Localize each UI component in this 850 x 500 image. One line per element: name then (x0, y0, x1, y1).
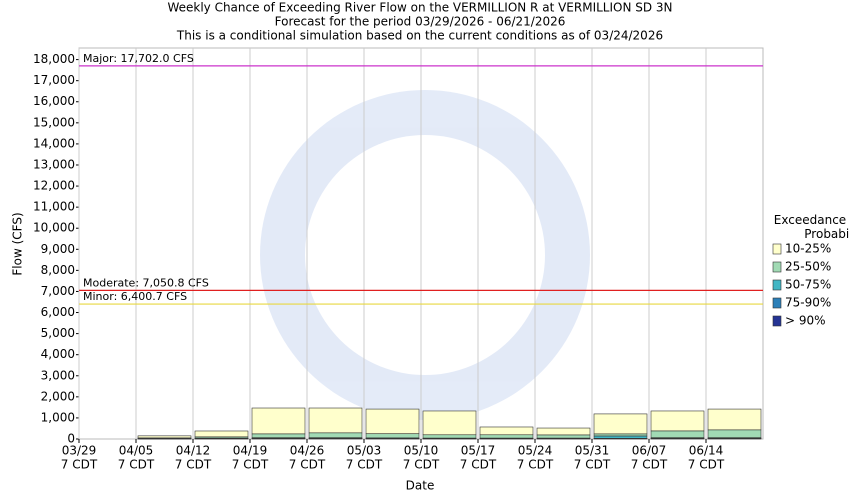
x-tick-label: 04/19 (233, 444, 268, 458)
y-tick-label: 11,000 (33, 200, 75, 214)
x-tick-sublabel: 7 CDT (631, 458, 668, 472)
title-line: Forecast for the period 03/29/2026 - 06/… (275, 15, 566, 29)
x-tick-sublabel: 7 CDT (688, 458, 725, 472)
bar-segment (422, 434, 477, 439)
legend-swatch (772, 297, 782, 309)
bar-segment (365, 408, 420, 435)
threshold-label: Moderate: 7,050.8 CFS (83, 276, 209, 289)
x-tick-label: 04/05 (119, 444, 154, 458)
x-tick-label: 05/31 (575, 444, 610, 458)
bar-segment (308, 407, 363, 434)
y-tick-label: 18,000 (33, 52, 75, 66)
bar-segment (536, 434, 591, 439)
y-tick-label: 10,000 (33, 221, 75, 235)
x-axis-label: Date (406, 479, 435, 493)
y-tick-label: 2,000 (41, 389, 75, 403)
bar-segment (593, 433, 648, 437)
x-tick-label: 05/03 (347, 444, 382, 458)
y-tick-label: 7,000 (41, 284, 75, 298)
bar-segment (194, 430, 249, 438)
bar-segment (650, 430, 705, 439)
title-line: Weekly Chance of Exceeding River Flow on… (167, 1, 672, 15)
x-tick-sublabel: 7 CDT (460, 458, 497, 472)
bar-segment (365, 433, 420, 439)
threshold-label: Minor: 6,400.7 CFS (83, 290, 187, 303)
threshold-label: Major: 17,702.0 CFS (83, 52, 194, 65)
legend-label: > 90% (785, 314, 826, 328)
x-tick-sublabel: 7 CDT (289, 458, 326, 472)
bar-segment (251, 433, 306, 439)
bar-segment (137, 435, 192, 439)
bar-segment (707, 408, 762, 431)
legend-swatch (772, 279, 782, 291)
y-tick-label: 17,000 (33, 73, 75, 87)
y-tick-label: 16,000 (33, 94, 75, 108)
x-tick-sublabel: 7 CDT (403, 458, 440, 472)
x-tick-label: 06/07 (632, 444, 667, 458)
legend-swatch (772, 261, 782, 273)
y-tick-label: 12,000 (33, 179, 75, 193)
bar-segment (251, 407, 306, 435)
legend-label: 50-75% (785, 278, 831, 292)
y-tick-label: 8,000 (41, 263, 75, 277)
y-tick-label: 4,000 (41, 347, 75, 361)
legend-swatch (772, 315, 782, 327)
bar-segment (308, 432, 363, 439)
x-tick-sublabel: 7 CDT (61, 458, 98, 472)
bar-segment (593, 435, 648, 439)
x-tick-sublabel: 7 CDT (118, 458, 155, 472)
legend-label: 25-50% (785, 260, 831, 274)
y-tick-label: 0 (67, 432, 75, 446)
y-tick-label: 3,000 (41, 368, 75, 382)
bar-segment (422, 410, 477, 436)
x-tick-label: 05/17 (461, 444, 496, 458)
x-tick-label: 05/10 (404, 444, 439, 458)
watermark (260, 90, 590, 420)
y-tick-label: 6,000 (41, 305, 75, 319)
y-tick-label: 15,000 (33, 115, 75, 129)
x-tick-sublabel: 7 CDT (175, 458, 212, 472)
x-tick-label: 04/26 (290, 444, 325, 458)
bar-segment (593, 413, 648, 435)
y-tick-label: 13,000 (33, 157, 75, 171)
x-tick-sublabel: 7 CDT (574, 458, 611, 472)
x-tick-sublabel: 7 CDT (346, 458, 383, 472)
x-tick-label: 06/14 (689, 444, 724, 458)
x-tick-label: 04/12 (176, 444, 211, 458)
legend-swatch (772, 243, 782, 255)
bar-segment (479, 434, 534, 439)
bar-segment (650, 410, 705, 432)
bar-segment (479, 426, 534, 436)
title-line: This is a conditional simulation based o… (176, 29, 663, 43)
x-tick-sublabel: 7 CDT (232, 458, 269, 472)
bar-segment (536, 427, 591, 436)
legend-title-line: Probability (804, 227, 850, 241)
y-axis-label: Flow (CFS) (11, 212, 25, 275)
legend-label: 10-25% (785, 242, 831, 256)
y-tick-label: 14,000 (33, 136, 75, 150)
y-tick-label: 1,000 (41, 410, 75, 424)
x-tick-sublabel: 7 CDT (517, 458, 554, 472)
legend-title-line: Exceedance (774, 213, 846, 227)
x-tick-label: 03/29 (62, 444, 97, 458)
y-tick-label: 5,000 (41, 326, 75, 340)
legend-label: 75-90% (785, 296, 831, 310)
x-tick-label: 05/24 (518, 444, 553, 458)
legend-title: ExceedanceProbability (774, 213, 850, 241)
y-tick-label: 9,000 (41, 242, 75, 256)
bar-segment (707, 429, 762, 439)
